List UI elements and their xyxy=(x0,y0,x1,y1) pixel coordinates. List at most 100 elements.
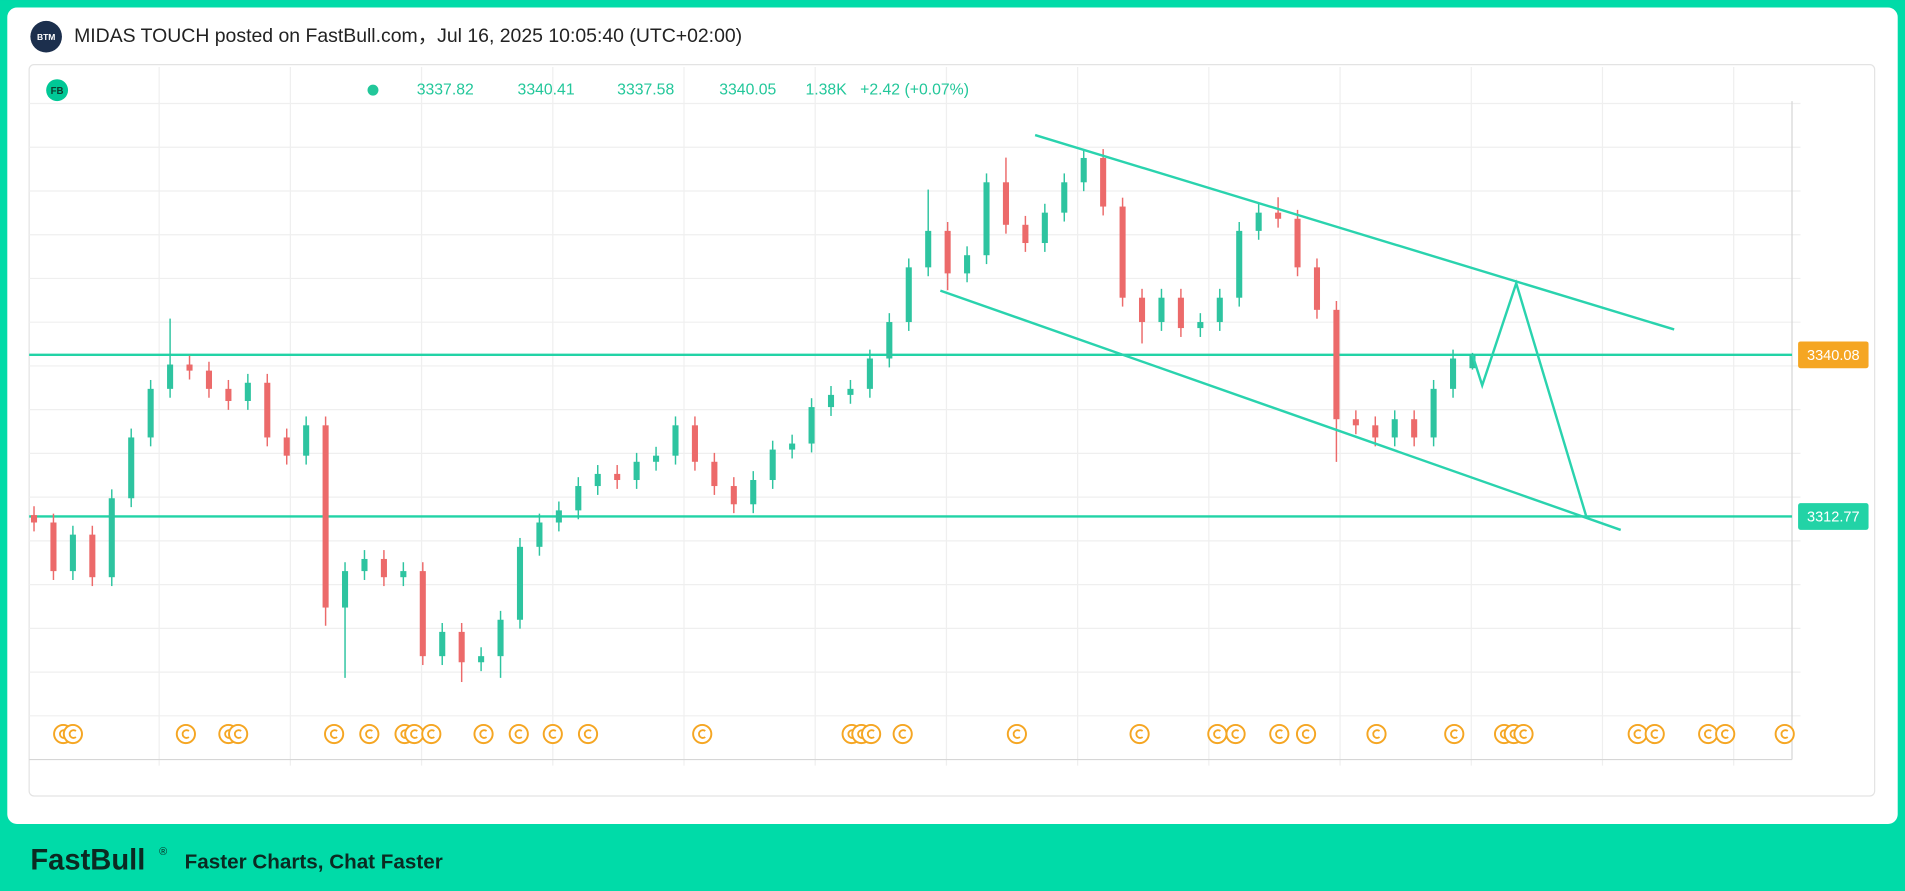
candle-body xyxy=(575,486,582,511)
event-icon-glyph xyxy=(698,729,706,739)
event-icon xyxy=(421,723,442,745)
candle-body xyxy=(225,388,232,401)
candle-body xyxy=(1119,206,1126,298)
event-icon-glyph xyxy=(479,729,488,739)
event-icon xyxy=(1269,723,1290,745)
event-icon xyxy=(1207,723,1228,745)
candle-body xyxy=(847,388,854,395)
event-icon-glyph xyxy=(898,729,907,739)
slogan: Faster Charts, Chat Faster xyxy=(185,850,443,873)
drawings xyxy=(939,133,1675,532)
event-icon-glyph xyxy=(234,729,242,739)
event-icon xyxy=(359,723,380,745)
avatar xyxy=(30,20,62,53)
candle-body xyxy=(614,473,621,481)
candle-body xyxy=(244,382,251,401)
candle-body xyxy=(1158,297,1165,323)
event-icon xyxy=(1774,723,1795,745)
candle-body xyxy=(303,425,310,456)
event-icon-glyph xyxy=(1633,729,1642,739)
candle-body xyxy=(1333,309,1340,420)
candle-body xyxy=(866,358,873,389)
candle-body xyxy=(400,571,407,578)
candle-body xyxy=(691,425,698,462)
event-icon xyxy=(1006,723,1027,745)
avatar-text: BTM xyxy=(37,32,55,42)
event-icon-glyph xyxy=(1519,729,1528,739)
candle-body xyxy=(925,230,932,268)
channel-lower xyxy=(939,289,1622,532)
candle-body xyxy=(1352,419,1359,426)
event-icon xyxy=(892,723,913,745)
candle-body xyxy=(769,449,776,481)
price-tag xyxy=(1798,503,1869,530)
event-icon xyxy=(473,723,494,745)
event-icon-glyph xyxy=(365,729,373,739)
event-icon xyxy=(508,723,529,745)
event-icon xyxy=(404,723,425,745)
event-icon xyxy=(577,723,599,745)
event-icon-glyph xyxy=(1275,729,1283,739)
event-icon-glyph xyxy=(1721,729,1729,739)
candle-body xyxy=(1216,297,1223,323)
chart-panel xyxy=(28,64,1876,797)
projection xyxy=(1471,279,1588,519)
brand-mark: ® xyxy=(159,846,167,858)
candle-body xyxy=(89,534,96,578)
event-icon xyxy=(1698,723,1719,745)
event-icon xyxy=(1627,723,1648,745)
candle-body xyxy=(205,370,213,389)
event-icon xyxy=(1366,723,1387,745)
candle-body xyxy=(128,437,135,499)
event-icon-glyph xyxy=(427,729,435,739)
event-icon xyxy=(1513,723,1534,745)
candle-body xyxy=(905,267,912,323)
event-icon-glyph xyxy=(1372,729,1381,739)
candle-body xyxy=(1372,425,1379,438)
candle-body xyxy=(186,364,193,371)
event-icon xyxy=(1644,723,1665,745)
candle-body xyxy=(264,382,271,438)
event-icon-glyph xyxy=(1450,729,1458,739)
event-icon xyxy=(1715,723,1736,745)
candle-body xyxy=(1294,218,1301,268)
candle-body xyxy=(419,571,426,657)
symbol-badge-text: FB xyxy=(51,86,64,97)
candle-body xyxy=(1177,297,1184,329)
candle-body xyxy=(711,461,718,487)
candle-body xyxy=(1391,419,1398,438)
candle-body xyxy=(497,619,504,657)
event-icon xyxy=(62,723,83,745)
candle-body xyxy=(983,182,990,256)
candle-body xyxy=(1275,212,1282,219)
event-icon xyxy=(175,723,196,745)
candle-body xyxy=(1469,355,1476,369)
candle-body xyxy=(750,480,757,505)
candle-body xyxy=(536,522,543,547)
candle-body xyxy=(380,558,387,578)
ohlc-close: 3340.05 xyxy=(719,81,776,98)
event-icon xyxy=(692,723,713,745)
price-tag-label: 3340.08 xyxy=(1807,348,1860,364)
event-icon-glyph xyxy=(1012,729,1021,739)
ohlc-high: 3340.41 xyxy=(518,81,575,98)
event-icon-glyph xyxy=(1135,729,1144,739)
event-icon xyxy=(1129,723,1150,745)
candle-body xyxy=(322,425,329,608)
events xyxy=(53,723,1795,745)
candle-body xyxy=(478,656,485,663)
event-icon xyxy=(861,723,882,745)
candle-body xyxy=(1022,224,1029,244)
candle-body xyxy=(1041,212,1048,244)
price-tag-label: 3312.77 xyxy=(1807,510,1860,526)
candle-body xyxy=(1138,297,1146,323)
status-dot xyxy=(367,84,379,96)
candle-body xyxy=(1313,267,1321,310)
event-icon-glyph xyxy=(1650,729,1659,739)
event-icon-glyph xyxy=(1231,729,1240,739)
event-icon-glyph xyxy=(410,729,418,739)
candle-body xyxy=(283,437,290,456)
candles xyxy=(30,149,1476,683)
